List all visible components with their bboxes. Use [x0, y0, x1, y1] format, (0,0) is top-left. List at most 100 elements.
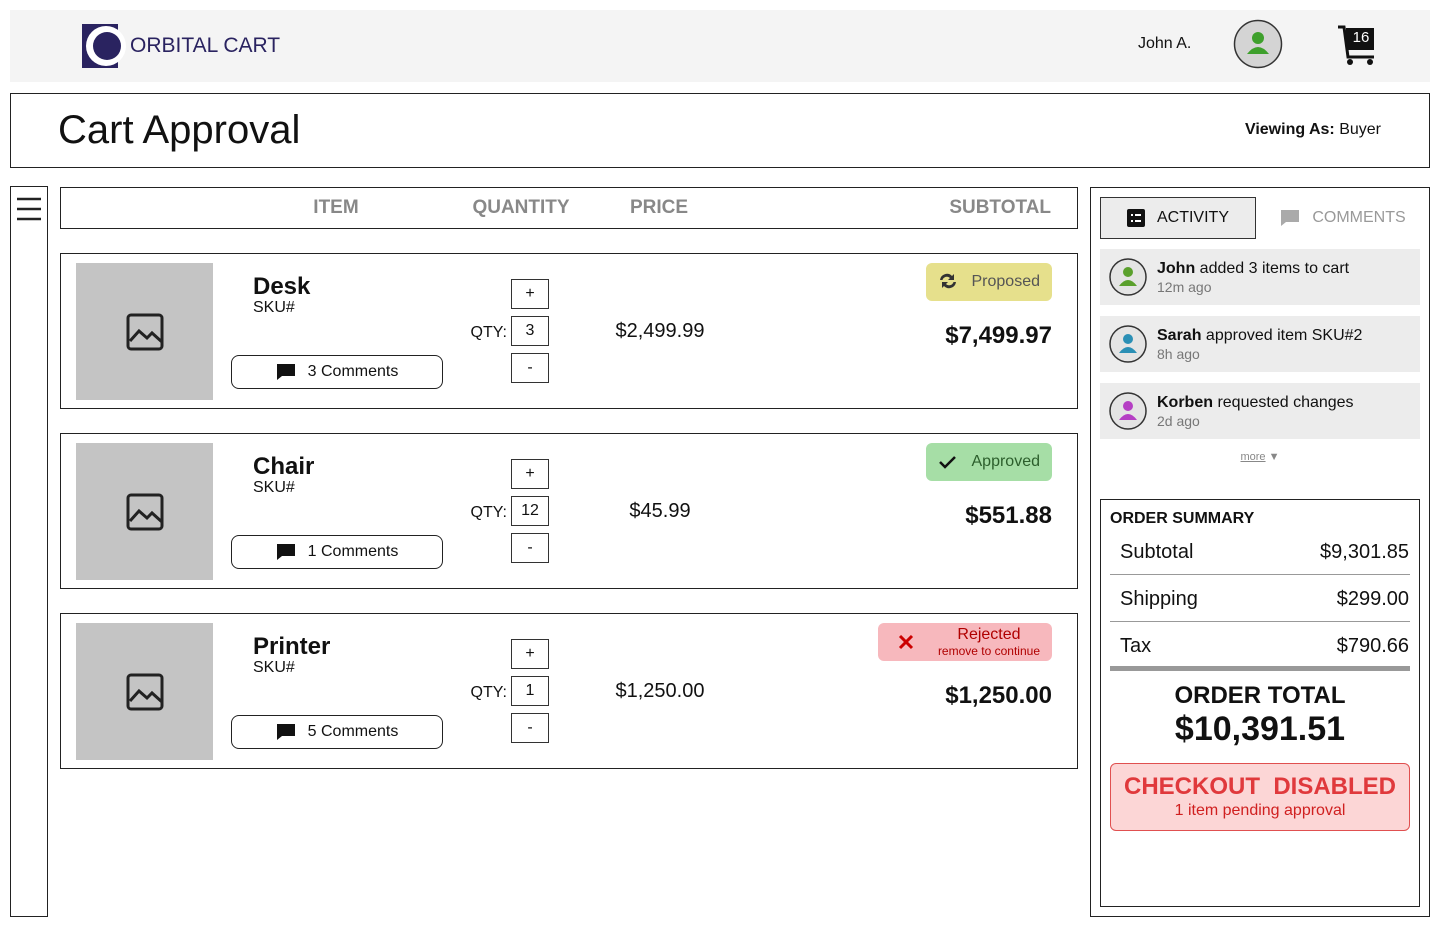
- logo[interactable]: [80, 22, 126, 70]
- status-icon: [898, 634, 913, 650]
- image-icon: [126, 673, 163, 710]
- qty-input[interactable]: 1: [511, 676, 549, 706]
- top-bar: [10, 10, 1430, 82]
- comments-label[interactable]: 3 Comments: [307, 363, 399, 380]
- item-name: Printer: [253, 633, 331, 660]
- cart-row: Chair SKU# 1 Comments + QTY: 12 - $45.99 Approve…: [60, 433, 1078, 589]
- comments-button[interactable]: 1 Comments: [231, 535, 443, 569]
- order-summary: [1100, 499, 1420, 907]
- viewing-as-value: Buyer: [1339, 121, 1381, 138]
- minus-button[interactable]: -: [511, 713, 549, 743]
- comments-tab-icon: [1281, 210, 1300, 226]
- price: $2,499.99: [615, 320, 705, 342]
- activity-tab[interactable]: ACTIVITY: [1100, 197, 1256, 239]
- image-icon: [126, 313, 163, 350]
- sidebar: [10, 186, 48, 917]
- viewing-as: Viewing As: Buyer: [1245, 121, 1381, 139]
- activity-action: requested changes: [1217, 394, 1354, 411]
- comment-icon: [276, 364, 295, 380]
- item-image: [76, 623, 213, 760]
- comments-button[interactable]: 5 Comments: [231, 715, 443, 749]
- column-header: SUBTOTAL: [949, 197, 1051, 218]
- cart-row: Desk SKU# 3 Comments + QTY: 3 - $2,499.99 Propos…: [60, 253, 1078, 409]
- item-image: [76, 443, 213, 580]
- activity-user: John: [1157, 260, 1196, 277]
- more-text[interactable]: more: [1240, 451, 1266, 463]
- plus-button[interactable]: +: [511, 639, 549, 669]
- activity-text: Korben requested changes: [1157, 394, 1354, 412]
- status-label: Rejected: [957, 626, 1021, 643]
- column-header: PRICE: [629, 197, 689, 218]
- activity-text: Sarah approved item SKU#2: [1157, 327, 1362, 345]
- checkout-label: CHECKOUT DISABLED: [1123, 773, 1396, 800]
- qty-input[interactable]: 3: [511, 316, 549, 346]
- summary-label: Subtotal: [1120, 541, 1194, 563]
- comments-tab[interactable]: COMMENTS: [1268, 197, 1418, 239]
- cart-count: 16: [1352, 29, 1370, 46]
- status-badge: Rejected remove to continue: [877, 623, 1052, 661]
- item-name: Desk: [253, 273, 311, 300]
- item-sku: SKU#: [253, 299, 295, 316]
- total-label: ORDER TOTAL: [1174, 682, 1346, 709]
- status-text: Rejected remove to continue: [938, 626, 1040, 658]
- total-divider: [1110, 666, 1410, 671]
- activity-time: 12m ago: [1157, 279, 1212, 295]
- menu-icon[interactable]: [16, 197, 42, 221]
- comments-label[interactable]: 5 Comments: [307, 723, 399, 740]
- activity-item: Sarah approved item SKU#2 8h ago: [1100, 316, 1420, 372]
- qty-label: QTY:: [470, 324, 507, 341]
- summary-value: $299.00: [1336, 588, 1409, 610]
- avatar-icon: [1109, 258, 1147, 296]
- status-label: Approved: [971, 453, 1041, 470]
- subtotal: $1,250.00: [945, 682, 1052, 709]
- page-title: Cart Approval: [58, 108, 301, 152]
- comment-icon: [276, 724, 295, 740]
- activity-item: Korben requested changes 2d ago: [1100, 383, 1420, 439]
- more-link[interactable]: more ▼: [1240, 451, 1280, 463]
- side-panel: [1090, 187, 1430, 917]
- summary-label: Shipping: [1120, 588, 1198, 610]
- item-sku: SKU#: [253, 659, 295, 676]
- price: $1,250.00: [615, 680, 705, 702]
- avatar-icon: [1109, 325, 1147, 363]
- activity-icon: [1126, 209, 1145, 227]
- activity-item: John added 3 items to cart 12m ago: [1100, 249, 1420, 305]
- minus-button[interactable]: -: [511, 353, 549, 383]
- plus-button[interactable]: +: [511, 459, 549, 489]
- user-avatar[interactable]: [1233, 19, 1283, 69]
- viewing-as-label: Viewing As:: [1244, 121, 1335, 138]
- table-header: [60, 187, 1078, 229]
- checkout-button[interactable]: [1110, 763, 1410, 831]
- image-icon: [126, 493, 163, 530]
- qty-label: QTY:: [470, 684, 507, 701]
- subtotal: $551.88: [965, 502, 1052, 529]
- status-note: remove to continue: [937, 644, 1040, 658]
- summary-divider: [1110, 574, 1410, 575]
- comments-label[interactable]: 1 Comments: [307, 543, 399, 560]
- activity-action: added 3 items to cart: [1199, 260, 1350, 277]
- activity-avatar: [1109, 392, 1147, 435]
- activity-tab-label: ACTIVITY: [1156, 209, 1229, 226]
- plus-button[interactable]: +: [511, 279, 549, 309]
- comment-icon: [276, 544, 295, 560]
- item-sku: SKU#: [253, 479, 295, 496]
- cart-icon[interactable]: [1336, 24, 1380, 68]
- activity-user: Korben: [1157, 394, 1213, 411]
- avatar-icon: [1109, 392, 1147, 430]
- item-image: [76, 263, 213, 400]
- brand[interactable]: ORBITAL CART: [130, 34, 281, 57]
- status-icon: [938, 456, 956, 469]
- summary-value: $790.66: [1336, 635, 1409, 657]
- activity-time: 2d ago: [1157, 413, 1200, 429]
- status-badge: Approved: [925, 443, 1052, 481]
- qty-input[interactable]: 12: [511, 496, 549, 526]
- minus-button[interactable]: -: [511, 533, 549, 563]
- activity-time: 8h ago: [1157, 346, 1200, 362]
- comments-button[interactable]: 3 Comments: [231, 355, 443, 389]
- summary-label: Tax: [1120, 635, 1152, 657]
- checkout-note: 1 item pending approval: [1174, 802, 1346, 819]
- activity-action: approved item SKU#2: [1205, 327, 1363, 344]
- cart-row: Printer SKU# 5 Comments + QTY: 1 - $1,250.00 Rej…: [60, 613, 1078, 769]
- status-label: Proposed: [971, 273, 1041, 290]
